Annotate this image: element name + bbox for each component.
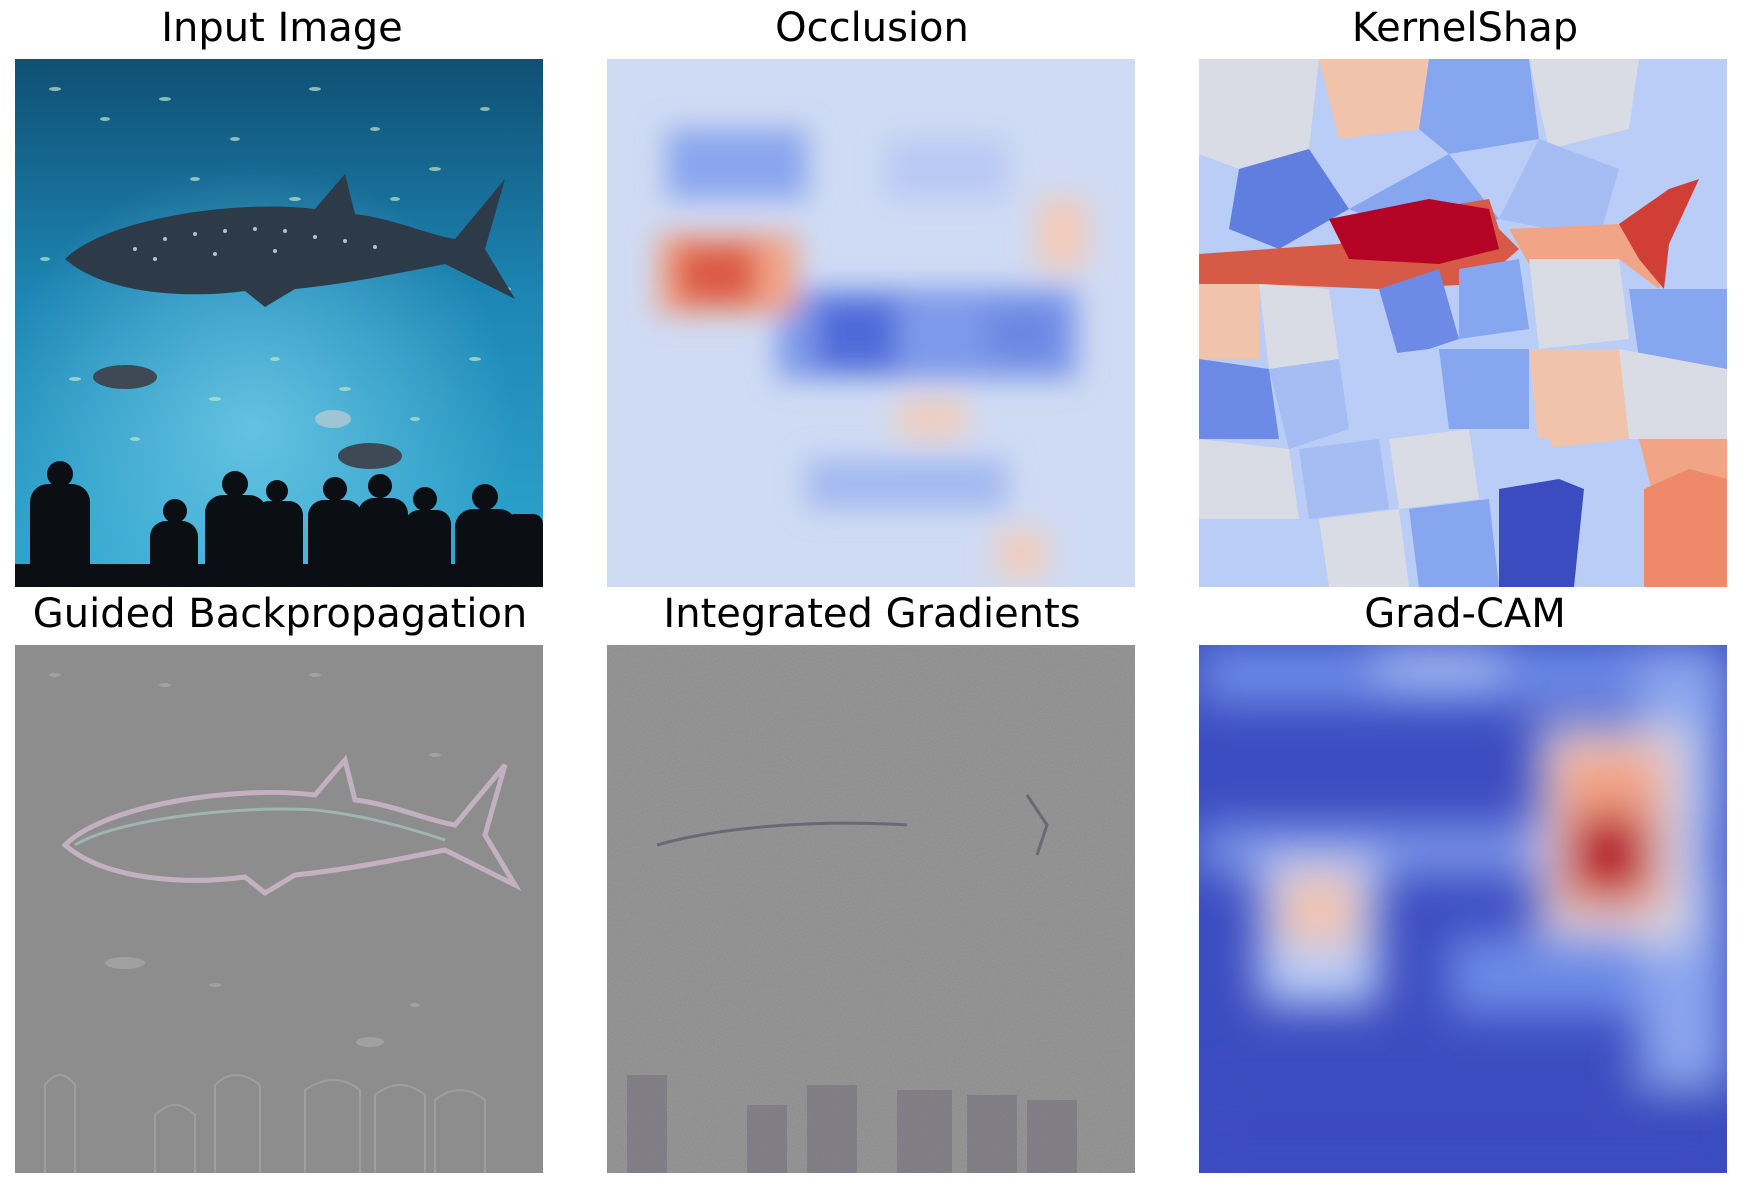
panel-title-integrated-gradients: Integrated Gradients [663, 591, 1081, 637]
occlusion-panel [607, 59, 1135, 587]
panel-title-guided-backpropagation: Guided Backpropagation [32, 591, 528, 637]
occlusion-heatmap [607, 59, 1135, 587]
kernelshap-panel [1199, 59, 1727, 587]
guided-backpropagation-panel [15, 645, 543, 1173]
grad-cam-heatmap [1199, 645, 1727, 1173]
panel-title-grad-cam: Grad-CAM [1364, 591, 1566, 637]
panel-title-kernelshap: KernelShap [1351, 5, 1579, 51]
panel-title-occlusion: Occlusion [775, 5, 969, 51]
aquarium-photo [15, 59, 543, 587]
integrated-gradients-panel [607, 645, 1135, 1173]
guided-backpropagation-map [15, 645, 543, 1173]
kernelshap-heatmap [1199, 59, 1727, 587]
integrated-gradients-map [607, 645, 1135, 1173]
panel-title-input-image: Input Image [161, 5, 403, 51]
input-image-panel [15, 59, 543, 587]
grad-cam-panel [1199, 645, 1727, 1173]
